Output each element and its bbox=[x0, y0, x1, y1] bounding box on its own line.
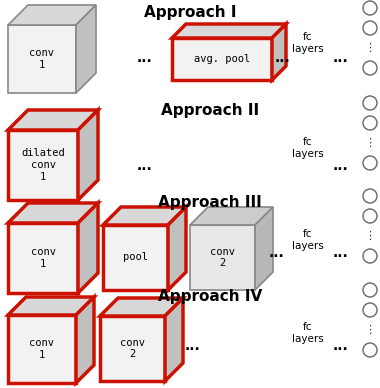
Text: conv
1: conv 1 bbox=[30, 48, 54, 70]
Circle shape bbox=[363, 209, 377, 223]
Circle shape bbox=[363, 1, 377, 15]
Text: fc
layers: fc layers bbox=[292, 32, 324, 54]
Polygon shape bbox=[103, 225, 168, 290]
Text: fc
layers: fc layers bbox=[292, 137, 324, 159]
Polygon shape bbox=[8, 5, 96, 25]
Polygon shape bbox=[78, 203, 98, 293]
Text: ...: ... bbox=[332, 51, 348, 65]
Circle shape bbox=[363, 96, 377, 110]
Polygon shape bbox=[100, 298, 183, 316]
Polygon shape bbox=[76, 5, 96, 93]
Circle shape bbox=[363, 116, 377, 130]
Text: fc
layers: fc layers bbox=[292, 229, 324, 251]
Circle shape bbox=[363, 156, 377, 170]
Text: ⋮: ⋮ bbox=[364, 325, 375, 335]
Circle shape bbox=[363, 61, 377, 75]
Text: ⋮: ⋮ bbox=[364, 138, 375, 148]
Polygon shape bbox=[190, 225, 255, 290]
Text: conv
1: conv 1 bbox=[30, 247, 55, 269]
Polygon shape bbox=[8, 203, 98, 223]
Text: ...: ... bbox=[268, 246, 284, 260]
Text: ...: ... bbox=[137, 159, 153, 173]
Polygon shape bbox=[103, 207, 186, 225]
Polygon shape bbox=[8, 25, 76, 93]
Text: Approach II: Approach II bbox=[161, 102, 259, 118]
Polygon shape bbox=[8, 315, 76, 383]
Text: Approach III: Approach III bbox=[158, 196, 262, 211]
Circle shape bbox=[363, 283, 377, 297]
Text: pool: pool bbox=[123, 253, 148, 263]
Circle shape bbox=[363, 343, 377, 357]
Text: ...: ... bbox=[332, 246, 348, 260]
Polygon shape bbox=[8, 297, 94, 315]
Text: ...: ... bbox=[274, 51, 290, 65]
Polygon shape bbox=[8, 130, 78, 200]
Text: conv
1: conv 1 bbox=[30, 338, 54, 360]
Text: avg. pool: avg. pool bbox=[194, 54, 250, 64]
Text: ...: ... bbox=[332, 339, 348, 353]
Polygon shape bbox=[76, 297, 94, 383]
Text: ...: ... bbox=[332, 159, 348, 173]
Polygon shape bbox=[272, 24, 286, 80]
Polygon shape bbox=[172, 38, 272, 80]
Polygon shape bbox=[78, 110, 98, 200]
Text: ⋮: ⋮ bbox=[364, 43, 375, 53]
Text: ...: ... bbox=[137, 51, 153, 65]
Polygon shape bbox=[165, 298, 183, 381]
Circle shape bbox=[363, 189, 377, 203]
Polygon shape bbox=[8, 110, 98, 130]
Polygon shape bbox=[172, 24, 286, 38]
Text: Approach IV: Approach IV bbox=[158, 289, 262, 303]
Polygon shape bbox=[8, 223, 78, 293]
Polygon shape bbox=[190, 207, 273, 225]
Polygon shape bbox=[168, 207, 186, 290]
Text: fc
layers: fc layers bbox=[292, 322, 324, 344]
Circle shape bbox=[363, 303, 377, 317]
Text: Approach I: Approach I bbox=[144, 5, 236, 21]
Circle shape bbox=[363, 21, 377, 35]
Text: ...: ... bbox=[184, 339, 200, 353]
Polygon shape bbox=[100, 316, 165, 381]
Text: conv
2: conv 2 bbox=[210, 247, 235, 268]
Text: ⋮: ⋮ bbox=[364, 231, 375, 241]
Text: conv
2: conv 2 bbox=[120, 338, 145, 359]
Text: dilated
conv
1: dilated conv 1 bbox=[21, 148, 65, 182]
Polygon shape bbox=[255, 207, 273, 290]
Circle shape bbox=[363, 249, 377, 263]
